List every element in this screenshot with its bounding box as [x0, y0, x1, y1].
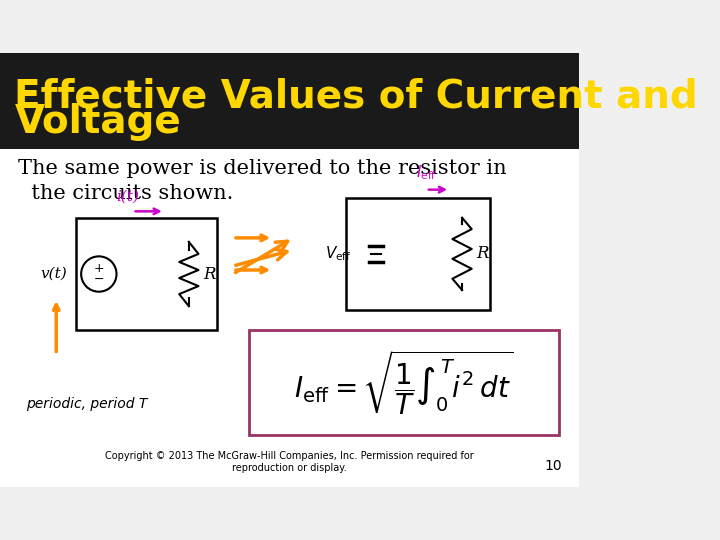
Text: $I_{\mathrm{eff}}$: $I_{\mathrm{eff}}$: [415, 163, 436, 181]
Bar: [76, 218, 217, 330]
Text: −: −: [94, 273, 104, 286]
Text: periodic, period T: periodic, period T: [26, 396, 147, 410]
Text: Copyright © 2013 The McGraw-Hill Companies, Inc. Permission required for
reprodu: Copyright © 2013 The McGraw-Hill Compani…: [105, 451, 474, 472]
Text: R: R: [477, 245, 489, 262]
Text: Effective Values of Current and: Effective Values of Current and: [14, 77, 698, 115]
Text: v(t): v(t): [40, 267, 67, 281]
Text: $I_{\mathrm{eff}} = \sqrt{\dfrac{1}{T}\int_0^T i^2\, dt}$: $I_{\mathrm{eff}} = \sqrt{\dfrac{1}{T}\i…: [294, 349, 513, 416]
Text: The same power is delivered to the resistor in
  the circuits shown.: The same power is delivered to the resis…: [18, 159, 506, 203]
Bar: [346, 198, 490, 310]
Bar: [249, 330, 559, 435]
Text: 10: 10: [545, 458, 562, 472]
Text: +: +: [94, 262, 104, 275]
Bar: [0, 53, 579, 150]
Circle shape: [81, 256, 117, 292]
Text: R: R: [203, 266, 216, 282]
Text: i(t): i(t): [117, 190, 140, 203]
Text: Voltage: Voltage: [14, 103, 181, 141]
Text: $V_{\mathrm{eff}}$: $V_{\mathrm{eff}}$: [325, 245, 352, 264]
Bar: [0, 150, 579, 487]
